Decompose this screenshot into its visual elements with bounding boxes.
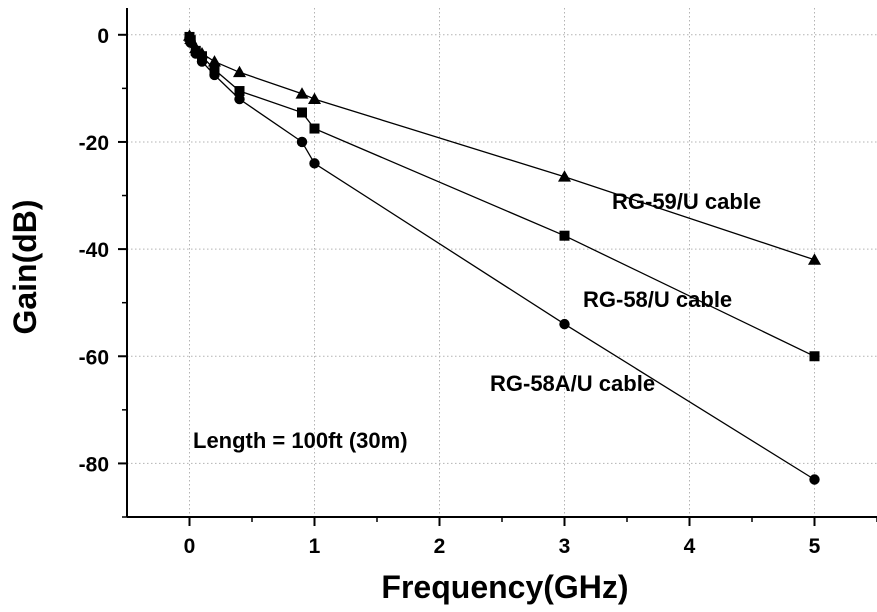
data-point	[190, 48, 201, 59]
series-line	[188, 35, 815, 261]
data-point	[559, 230, 570, 241]
series-label-rg-59-u-cable: RG-59/U cable	[612, 189, 761, 214]
y-tick-label: -80	[79, 453, 109, 476]
data-point	[295, 87, 309, 99]
data-point	[209, 69, 220, 81]
labels-layer: 0 1 2 3 4 5 0 -20 -40 -60 -80 RG-59/U cable RG-58/U …	[79, 25, 821, 558]
data-point	[559, 318, 570, 330]
x-axis-title: Frequency(GHz)	[381, 569, 628, 605]
x-tick-label: 4	[684, 535, 696, 558]
x-tick-label: 1	[309, 535, 321, 558]
x-tick-label: 5	[809, 535, 821, 558]
data-point	[234, 86, 245, 97]
y-tick-label: -20	[79, 132, 109, 155]
series-line	[188, 37, 815, 481]
data-point	[309, 123, 320, 134]
data-point	[233, 65, 246, 78]
data-point	[809, 351, 820, 362]
length-annotation: Length = 100ft (30m)	[193, 428, 408, 453]
data-point	[185, 37, 196, 49]
series-label-rg-58a-u-cable: RG-58A/U cable	[490, 371, 655, 396]
data-point	[809, 474, 820, 485]
series-rg-58a-u-cable	[184, 32, 820, 485]
data-point	[308, 92, 321, 104]
axes	[118, 8, 877, 526]
data-point	[197, 51, 207, 62]
series-label-rg-58-u-cable: RG-58/U cable	[583, 287, 732, 312]
data-point	[808, 253, 821, 265]
data-point	[309, 158, 320, 169]
data-point	[209, 64, 220, 75]
data-point	[296, 136, 308, 148]
data-point	[558, 170, 571, 182]
data-point	[196, 56, 208, 67]
y-tick-label: -40	[79, 239, 109, 262]
data-point	[234, 93, 245, 105]
y-tick-label: 0	[97, 25, 109, 48]
grid	[127, 8, 877, 517]
series-rg-59-u-cable	[183, 29, 821, 265]
data-point	[297, 107, 307, 118]
x-tick-label: 2	[434, 535, 446, 558]
x-tick-label: 3	[559, 535, 571, 558]
data-point	[208, 55, 221, 67]
y-axis-title: Gain(dB)	[7, 199, 43, 334]
series-layer	[183, 29, 821, 485]
x-tick-label: 0	[184, 535, 196, 558]
y-tick-label: -60	[79, 346, 109, 369]
